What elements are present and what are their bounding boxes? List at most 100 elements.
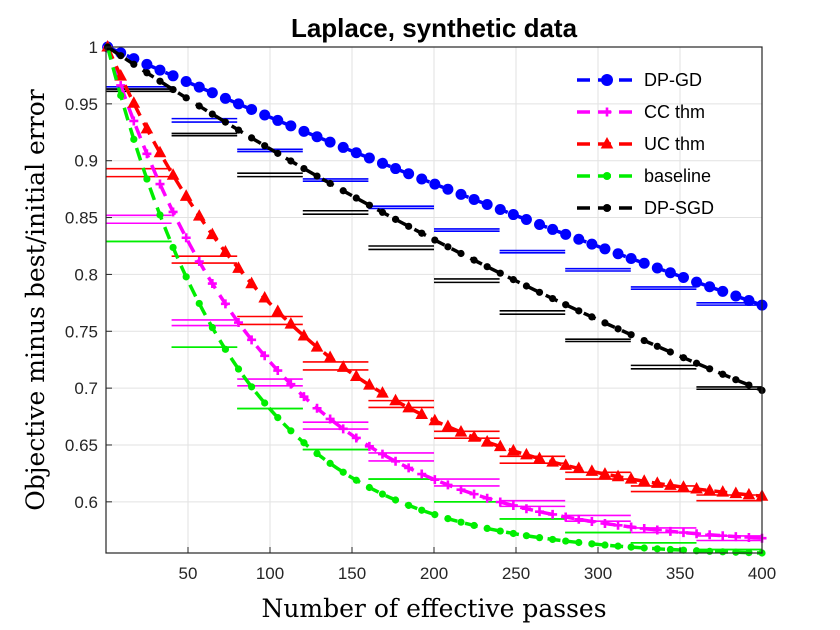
baseline-marker <box>509 529 517 538</box>
dp-gd-marker <box>743 295 755 307</box>
dp-sgd-marker <box>418 229 426 237</box>
legend-swatch-marker <box>603 204 611 212</box>
baseline-marker <box>130 135 138 143</box>
uc-thm-marker <box>284 317 298 329</box>
x-tick-label: 50 <box>179 564 198 583</box>
baseline-marker <box>431 511 439 519</box>
uc-thm-marker <box>664 478 677 490</box>
baseline-marker <box>601 541 609 549</box>
dp-sgd-marker <box>247 134 256 142</box>
uc-thm-marker <box>232 261 245 273</box>
cc-thm-series <box>103 42 767 543</box>
cc-thm-marker <box>247 335 257 345</box>
baseline-marker <box>208 323 216 332</box>
cc-thm-marker <box>548 509 558 519</box>
cc-thm-marker <box>338 424 348 434</box>
dp-gd-marker <box>259 109 271 121</box>
cc-thm-marker <box>116 80 126 90</box>
dp-sgd-marker <box>653 342 661 350</box>
legend-label: UC thm <box>644 134 705 154</box>
legend-label: DP-SGD <box>644 198 714 218</box>
uc-thm-series <box>101 40 769 501</box>
dp-gd-marker <box>416 173 428 185</box>
dp-sgd-marker <box>156 77 164 85</box>
dp-sgd-marker <box>627 331 635 339</box>
dp-sgd-marker <box>431 236 439 244</box>
dp-sgd-marker <box>221 118 230 126</box>
uc-thm-marker <box>415 407 429 419</box>
dp-sgd-marker <box>535 288 544 296</box>
dp-gd-marker <box>219 92 231 104</box>
dp-sgd-marker <box>208 110 216 118</box>
x-tick-label: 300 <box>584 564 612 583</box>
uc-thm-marker <box>206 227 219 240</box>
baseline-marker <box>666 545 674 554</box>
dp-gd-marker <box>599 243 611 255</box>
cc-thm-marker <box>678 528 688 538</box>
dp-sgd-marker <box>483 263 491 271</box>
cc-thm-marker <box>718 531 728 541</box>
dp-gd-marker <box>586 238 598 250</box>
dp-gd-marker <box>494 204 506 216</box>
baseline-marker <box>365 483 373 492</box>
dp-gd-marker <box>154 64 166 76</box>
uc-thm-marker <box>192 209 206 221</box>
baseline-marker <box>352 476 360 484</box>
uc-thm-marker <box>624 472 638 484</box>
dp-sgd-marker <box>234 126 243 134</box>
cc-thm-marker <box>142 149 152 159</box>
uc-thm-marker <box>467 430 481 442</box>
cc-thm-marker <box>600 518 610 528</box>
dp-sgd-marker <box>169 85 177 94</box>
dp-gd-marker <box>350 147 362 159</box>
cc-thm-marker <box>181 233 191 243</box>
cc-thm-marker <box>692 529 702 539</box>
x-tick-label: 100 <box>256 564 284 583</box>
dp-sgd-marker <box>326 179 334 188</box>
uc-thm-marker <box>520 447 533 460</box>
baseline-marker <box>562 537 570 545</box>
axis-ticks: 50 100 150 200 250 300 350 400 0.6 0.65 0.7 0.75 0.8… <box>65 38 776 583</box>
dp-sgd-marker <box>601 319 609 327</box>
cc-thm-marker <box>495 497 505 507</box>
uc-thm-marker <box>219 245 232 257</box>
baseline-marker <box>719 548 727 556</box>
cc-thm-marker <box>665 526 675 536</box>
cc-thm-marker <box>286 379 296 389</box>
cc-thm-marker <box>155 179 165 189</box>
uc-thm-marker <box>546 455 559 467</box>
dp-gd-marker <box>141 58 153 70</box>
uc-thm-marker <box>651 476 664 488</box>
cc-thm-marker <box>652 525 662 535</box>
uc-thm-marker <box>127 96 141 108</box>
baseline-marker <box>195 299 203 308</box>
dp-sgd-marker <box>745 381 753 389</box>
dp-sgd-marker <box>719 370 727 378</box>
cc-thm-marker <box>430 475 440 485</box>
dp-gd-marker <box>390 163 402 175</box>
dp-sgd-marker <box>562 301 570 309</box>
legend-item-uc-thm: UC thm <box>577 134 705 154</box>
baseline-marker <box>418 506 426 514</box>
dp-sgd-marker <box>391 215 400 223</box>
cc-thm-marker <box>194 257 204 267</box>
uc-thm-marker <box>166 168 180 180</box>
dp-gd-marker <box>560 228 572 240</box>
dp-sgd-marker <box>405 222 413 230</box>
cc-thm-marker <box>613 520 623 530</box>
y-tick-label: 0.7 <box>74 379 98 398</box>
y-tick-label: 0.95 <box>65 95 98 114</box>
uc-thm-marker <box>441 419 455 432</box>
baseline-marker <box>182 273 190 281</box>
dp-sgd-marker <box>614 325 622 333</box>
dp-gd-marker <box>468 193 480 205</box>
cc-thm-marker <box>351 433 361 443</box>
baseline-marker <box>287 427 295 435</box>
dp-sgd-marker <box>522 282 531 290</box>
dp-gd-marker <box>285 120 297 132</box>
x-tick-label: 350 <box>666 564 694 583</box>
dp-gd-marker <box>704 281 716 293</box>
dp-gd-marker <box>337 141 349 153</box>
baseline-marker <box>117 91 125 100</box>
baseline-marker <box>614 542 622 550</box>
